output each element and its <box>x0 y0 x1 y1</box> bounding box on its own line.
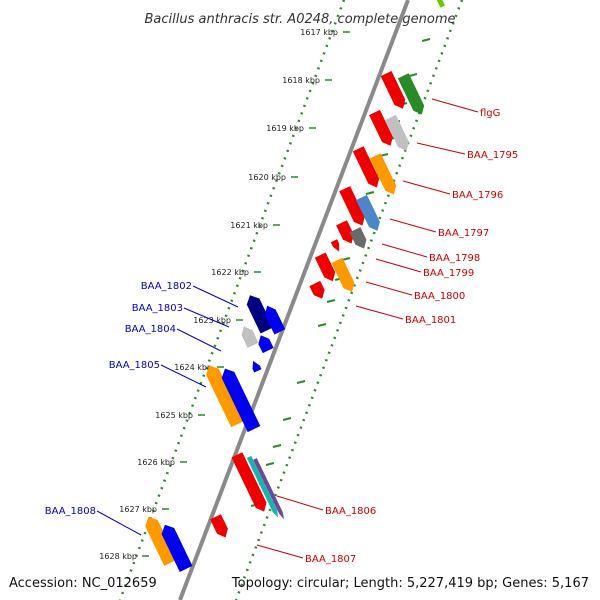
gene-label-BAA_1803[interactable]: BAA_1803 <box>132 303 183 314</box>
genome-summary-text: Topology: circular; Length: 5,227,419 bp… <box>231 576 589 591</box>
label-leader-line <box>176 328 222 352</box>
kbp-tick-label: 1621 kbp <box>230 221 268 230</box>
accession-text: Accession: NC_012659 <box>9 576 157 591</box>
gene-arrow-BAA_1803[interactable] <box>241 326 259 348</box>
track-dash <box>317 323 327 327</box>
map-title: Bacillus anthracis str. A0248, complete … <box>144 12 455 27</box>
gene-arrow-red[interactable] <box>380 71 406 109</box>
gene-arrow-BAA_1804[interactable] <box>258 335 274 354</box>
gene-arrow-BAA_1797[interactable] <box>356 194 380 231</box>
label-leader-line <box>402 180 451 195</box>
kbp-tick-label: 1624 kbp <box>174 363 212 372</box>
track-dash <box>341 257 351 261</box>
gene-arrow-top-green[interactable] <box>436 0 445 8</box>
gene-arrow-blue[interactable] <box>161 524 193 572</box>
gene-arrow-BAA_1802[interactable] <box>246 295 274 334</box>
gene-arrow-BAA_1806[interactable] <box>253 458 284 520</box>
gene-feature-group <box>145 0 445 572</box>
label-leader-line <box>375 258 422 273</box>
gene-label-BAA_1805[interactable]: BAA_1805 <box>109 360 160 371</box>
label-leader-line <box>381 243 428 258</box>
track-dash <box>282 417 292 421</box>
kbp-tick-label: 1627 kbp <box>119 505 157 514</box>
genome-backbone-line <box>178 0 410 600</box>
gene-arrow-flgG[interactable] <box>397 73 425 115</box>
gene-label-flgG[interactable]: flgG <box>480 108 500 119</box>
gene-label-BAA_1799[interactable]: BAA_1799 <box>423 268 474 279</box>
gene-arrow-BAA_1801[interactable] <box>309 280 325 299</box>
gene-arrow-blue-small[interactable] <box>252 360 262 373</box>
track-dash <box>365 191 375 195</box>
label-leader-line <box>192 285 239 308</box>
gene-arrow-red[interactable] <box>314 252 336 282</box>
gene-arrow-blue[interactable] <box>264 305 286 335</box>
kbp-tick-label: 1628 kbp <box>99 552 137 561</box>
label-leader-line <box>256 544 304 559</box>
track-dash <box>421 38 431 42</box>
gene-label-BAA_1807[interactable]: BAA_1807 <box>305 554 356 565</box>
kbp-tick-label: 1626 kbp <box>137 458 175 467</box>
kbp-tick-group: 1617 kbp 1618 kbp 1619 kbp 1620 kbp 1621 kbp… <box>99 28 350 561</box>
gene-label-BAA_1802[interactable]: BAA_1802 <box>141 281 192 292</box>
label-leader-line <box>276 495 324 511</box>
gene-arrow-BAA_1808[interactable] <box>145 516 177 566</box>
gene-arrow-BAA_1800[interactable] <box>331 257 355 292</box>
gene-label-BAA_1801[interactable]: BAA_1801 <box>405 315 456 326</box>
gene-arrow-red[interactable] <box>336 220 354 244</box>
gene-arrow-red[interactable] <box>339 186 365 226</box>
gene-label-BAA_1804[interactable]: BAA_1804 <box>125 324 176 335</box>
track-dash <box>272 444 282 448</box>
gene-arrow-red[interactable] <box>369 109 393 146</box>
gene-label-BAA_1797[interactable]: BAA_1797 <box>438 228 489 239</box>
gene-arrow-BAA_1798[interactable] <box>349 227 367 249</box>
gene-label-BAA_1795[interactable]: BAA_1795 <box>467 150 518 161</box>
track-dash <box>265 462 275 466</box>
label-leader-line <box>389 218 437 233</box>
kbp-tick-label: 1619 kbp <box>266 124 304 133</box>
gene-arrow-BAA_1799[interactable] <box>330 239 340 252</box>
label-leader-line <box>365 281 413 296</box>
gene-label-BAA_1800[interactable]: BAA_1800 <box>414 291 465 302</box>
gene-arrow-blue[interactable] <box>221 368 261 433</box>
gene-label-BAA_1798[interactable]: BAA_1798 <box>429 253 480 264</box>
label-leader-line <box>416 142 466 155</box>
kbp-tick-label: 1623 kbp <box>193 316 231 325</box>
kbp-tick-label: 1618 kbp <box>282 76 320 85</box>
gene-arrow-BAA_1807[interactable] <box>210 514 228 538</box>
track-dash <box>408 73 418 77</box>
gene-label-group: flgG BAA_1795 BAA_1796 BAA_1797 BAA_1798 BAA_… <box>45 108 519 565</box>
track-dash <box>326 299 336 303</box>
label-leader-line <box>96 510 142 536</box>
kbp-tick-label: 1625 kbp <box>155 411 193 420</box>
gene-arrow-BAA_1795[interactable] <box>385 114 409 151</box>
gene-label-BAA_1806[interactable]: BAA_1806 <box>325 506 376 517</box>
track-dash <box>296 380 306 384</box>
gene-arrow-BAA_1796[interactable] <box>369 153 397 195</box>
left-track-dotted-line <box>118 0 346 600</box>
kbp-tick-label: 1617 kbp <box>300 28 338 37</box>
label-leader-line <box>183 307 230 328</box>
right-track-dotted-line <box>234 0 464 600</box>
gene-arrow-teal[interactable] <box>246 455 278 518</box>
kbp-tick-label: 1622 kbp <box>211 268 249 277</box>
gene-label-BAA_1796[interactable]: BAA_1796 <box>452 190 503 201</box>
label-leader-line <box>160 364 207 388</box>
label-leader-lines <box>96 98 479 559</box>
gene-label-BAA_1808[interactable]: BAA_1808 <box>45 506 96 517</box>
gene-arrow-BAA_1805[interactable] <box>206 365 244 428</box>
label-leader-line <box>431 98 479 113</box>
gene-arrow-red[interactable] <box>352 146 380 188</box>
gene-arrow-red[interactable] <box>231 452 267 512</box>
label-leader-line <box>355 305 404 320</box>
kbp-tick-label: 1620 kbp <box>248 173 286 182</box>
